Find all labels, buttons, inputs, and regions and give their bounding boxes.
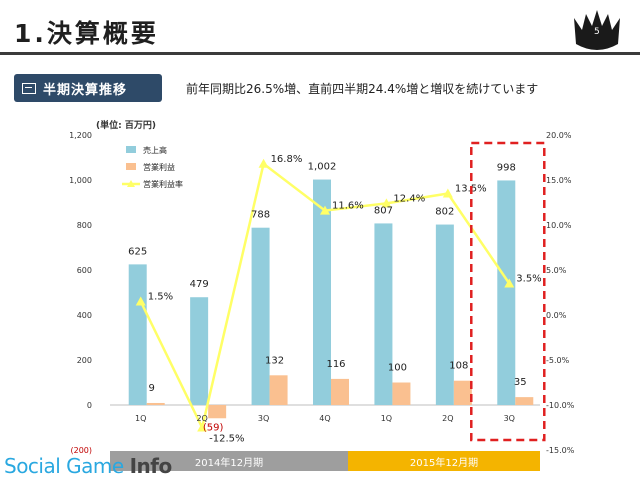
margin-marker [197, 422, 208, 432]
x-tick-label: 3Q [504, 414, 515, 423]
margin-marker [258, 158, 269, 168]
sales-bar [251, 227, 270, 405]
y-left-tick-label: 600 [77, 266, 92, 275]
margin-data-label: 11.6% [332, 201, 364, 212]
sales-data-label: 807 [374, 205, 393, 216]
profit-data-label: 116 [326, 359, 345, 370]
y-left-tick-label: 400 [77, 311, 92, 320]
margin-data-label: 16.8% [271, 154, 303, 165]
y-right-tick-label: -5.0% [546, 356, 570, 365]
margin-data-label: 12.4% [393, 193, 425, 204]
y-left-tick-label: 1,000 [69, 176, 92, 185]
x-tick-label: 1Q [381, 414, 392, 423]
profit-data-label: 108 [449, 361, 468, 372]
subtitle: 前年同期比26.5%増、直前四半期24.4%増と増収を続けています [186, 82, 539, 96]
highlight-box [470, 141, 546, 442]
watermark-bold: Info [129, 454, 173, 478]
margin-data-label: 1.5% [148, 292, 173, 303]
profit-bar [515, 397, 534, 405]
margin-marker [504, 278, 515, 288]
margin-data-label: -12.5% [209, 434, 244, 445]
profit-bar [208, 405, 227, 419]
sales-bar [128, 264, 147, 405]
legend-label-sales: 売上高 [143, 145, 167, 155]
sales-data-label: 788 [251, 210, 270, 221]
page-number: 5 [594, 27, 600, 37]
sales-data-label: 998 [497, 162, 516, 173]
sales-data-label: 479 [190, 279, 209, 290]
y-left-tick-label: 0 [87, 401, 92, 410]
profit-data-label: 100 [388, 363, 407, 374]
y-right-tick-label: 0.0% [546, 311, 567, 320]
section-tag-label: 半期決算推移 [43, 82, 128, 98]
y-right-tick-label: 10.0% [546, 221, 572, 230]
sales-bar [497, 180, 516, 405]
legend-label-margin: 営業利益率 [143, 179, 183, 189]
unit-label: (単位: 百万円) [96, 121, 156, 131]
y-left-tick-label: 800 [77, 221, 92, 230]
profit-bar [269, 375, 288, 405]
profit-data-label: 9 [149, 383, 155, 394]
profit-bar [453, 380, 472, 405]
x-tick-label: 2Q [442, 414, 453, 423]
x-tick-label: 2Q [196, 414, 207, 423]
legend-marker-margin [127, 180, 135, 187]
profit-data-label: 35 [514, 377, 527, 388]
profit-data-label: (59) [203, 422, 224, 433]
legend-swatch-sales [126, 146, 136, 153]
y-right-tick-label: -15.0% [546, 446, 575, 455]
x-tick-label: 4Q [319, 414, 330, 423]
y-left-tick-label: 200 [77, 356, 92, 365]
document-icon [22, 82, 36, 94]
sales-data-label: 802 [435, 207, 454, 218]
sales-bar [190, 297, 209, 405]
x-tick-label: 1Q [135, 414, 146, 423]
page-heading: 1.決算概要 [14, 19, 159, 48]
period-2014: 2014年12月期 [110, 451, 348, 471]
heading-rule [0, 52, 640, 55]
sales-bar [374, 223, 393, 405]
y-left-tick-label: (200) [70, 446, 92, 455]
profit-bar [392, 382, 411, 405]
cat-logo-icon [574, 10, 620, 50]
profit-bar [331, 378, 349, 405]
margin-marker [135, 296, 146, 306]
y-right-tick-label: -10.0% [546, 401, 575, 410]
y-right-tick-label: 15.0% [546, 176, 572, 185]
y-left-tick-label: 1,200 [69, 131, 92, 140]
sales-bar [313, 179, 331, 405]
y-right-tick-label: 5.0% [546, 266, 567, 275]
sales-bar [435, 224, 454, 405]
margin-marker [442, 188, 453, 198]
margin-marker [381, 198, 392, 208]
watermark-main: Social Game [4, 454, 130, 478]
profit-bar [146, 402, 165, 405]
x-tick-label: 3Q [258, 414, 269, 423]
legend-label-profit: 営業利益 [143, 162, 175, 172]
margin-data-label: 3.5% [516, 274, 541, 285]
period-2015: 2015年12月期 [348, 451, 540, 471]
sales-data-label: 1,002 [308, 162, 337, 173]
legend-swatch-profit [126, 163, 136, 170]
profit-data-label: 132 [265, 355, 284, 366]
y-right-tick-label: 20.0% [546, 131, 572, 140]
sales-data-label: 625 [128, 246, 147, 257]
watermark: Social Game Info [4, 454, 172, 478]
margin-marker [320, 205, 330, 215]
section-tag: 半期決算推移 [14, 74, 162, 102]
